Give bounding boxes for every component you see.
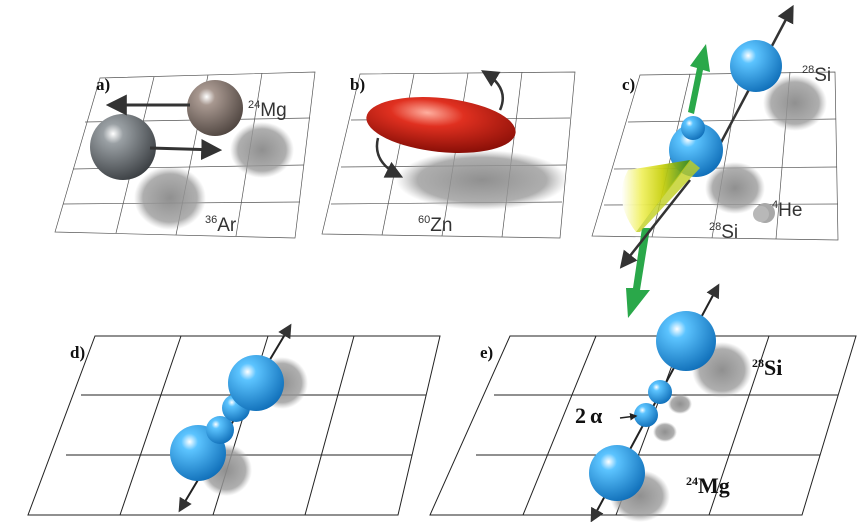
panel-a: a) 24Mg 36Ar <box>54 71 316 239</box>
mg-label: 24Mg <box>248 99 287 121</box>
ar-label: 36Ar <box>205 214 237 236</box>
green-arrow-up <box>688 44 710 114</box>
si-top-shadow <box>763 75 827 131</box>
ar-sphere <box>90 114 156 180</box>
he-nucleus <box>753 206 769 222</box>
e-mg-sphere <box>589 445 645 501</box>
si-nucleus-top <box>730 40 782 92</box>
e-si-label: 28Si <box>752 355 782 380</box>
emission-cone-rim <box>636 160 700 232</box>
zn-label: 60Zn <box>418 214 452 236</box>
e-alpha-shadow-2 <box>653 422 677 442</box>
he-label: 4He <box>772 199 802 221</box>
zn-rotation-arrow-top <box>481 70 504 111</box>
panel-d: d) <box>27 323 441 516</box>
zn-rotation-arrow-bottom <box>375 137 404 178</box>
mg-shadow <box>230 122 294 178</box>
si-top-label: 28Si <box>802 64 831 86</box>
panel-b: b) 60Zn <box>321 70 576 239</box>
zn-shadow <box>396 150 568 210</box>
panel-d-label: d) <box>70 343 85 362</box>
e-alpha-pointer <box>619 413 638 421</box>
e-alpha-shadow-1 <box>668 394 692 414</box>
mg-sphere <box>187 80 243 136</box>
e-alpha-2 <box>634 403 658 427</box>
green-arrow-down <box>626 228 650 318</box>
panel-e-label: e) <box>480 343 493 362</box>
si-nucleus-small <box>681 116 705 140</box>
e-alpha-1 <box>648 380 672 404</box>
ar-arrow <box>149 139 223 161</box>
ar-shadow <box>134 166 206 230</box>
panel-a-label: a) <box>96 75 110 94</box>
e-mg-label: 24Mg <box>686 473 730 498</box>
si-bottom-label: 28Si <box>709 221 738 243</box>
dumbbell-neck-bottom <box>206 416 234 444</box>
panel-c-label: c) <box>622 75 635 94</box>
panel-b-label: b) <box>350 75 365 94</box>
e-si-sphere <box>656 311 716 371</box>
emission-cone <box>621 160 690 232</box>
dumbbell-sphere-top <box>228 355 284 411</box>
panel-c: c) 28Si 28Si 4He <box>591 4 839 318</box>
zn-ellipsoid <box>366 97 516 153</box>
si-bottom-shadow <box>705 162 765 214</box>
axis-arrow-down <box>619 179 691 269</box>
